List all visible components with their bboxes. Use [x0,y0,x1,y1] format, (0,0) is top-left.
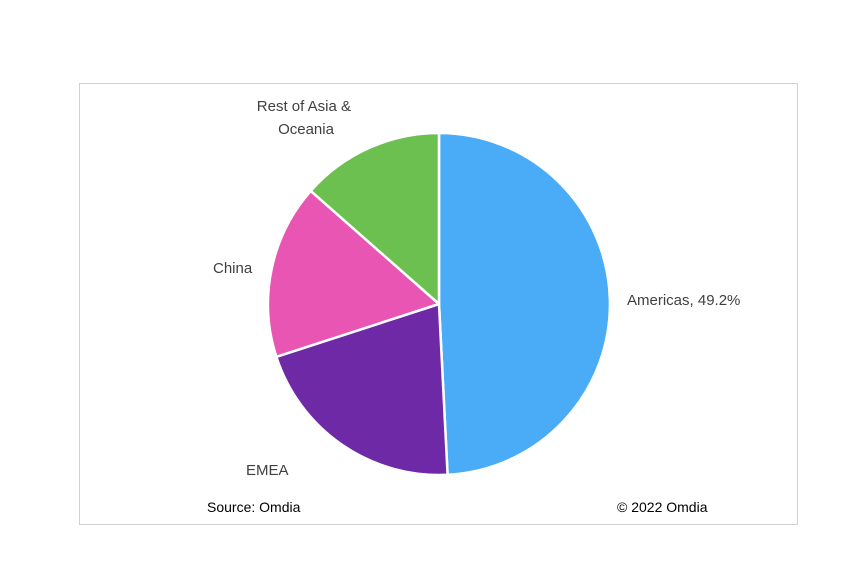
slice-americas [437,131,612,477]
copyright-note: © 2022 Omdia [617,499,708,515]
pie-labels: Americas, 49.2% EMEA China Rest of Asia … [213,98,740,479]
label-china: China [213,260,253,277]
pie-slices [266,131,612,477]
label-rest-of-asia-line2: Oceania [278,121,335,138]
slice-emea [275,302,449,477]
label-rest-of-asia-line1: Rest of Asia & [257,98,351,115]
label-rest-of-asia-oceania: Rest of Asia & Oceania [257,98,355,138]
label-americas: Americas, 49.2% [627,292,740,309]
slice-rest-of-asia-oceania [309,131,441,306]
label-emea: EMEA [246,462,289,479]
slice-china [266,189,441,359]
source-note: Source: Omdia [207,499,301,515]
